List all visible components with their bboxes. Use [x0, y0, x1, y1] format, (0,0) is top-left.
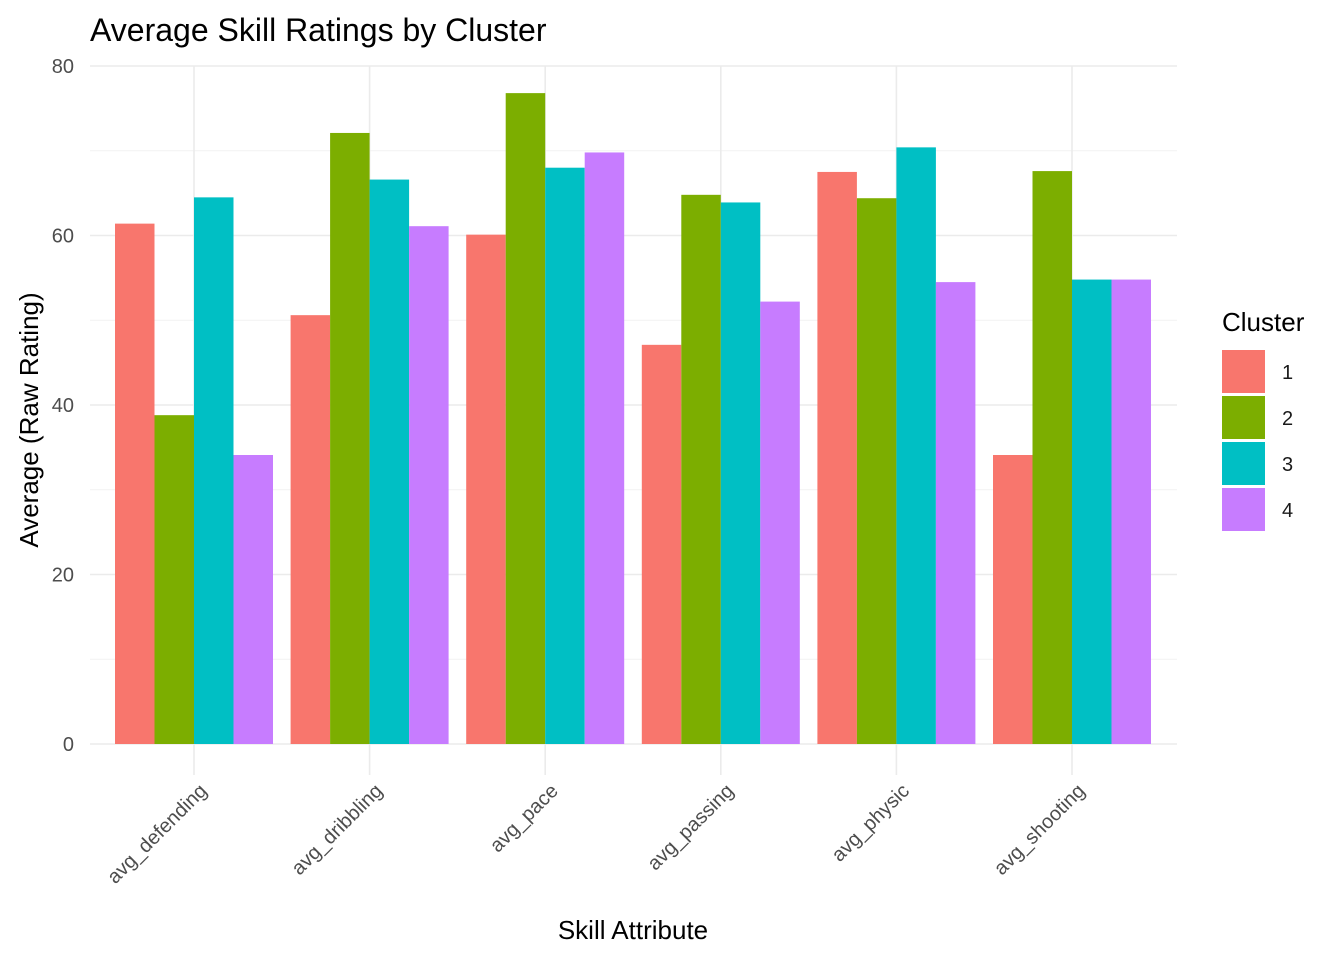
- bar-avg_passing-cluster-2: [681, 194, 721, 744]
- x-axis-title: Skill Attribute: [558, 915, 708, 945]
- legend-key-cluster-3: [1222, 442, 1265, 485]
- bar-avg_shooting-cluster-2: [1032, 171, 1072, 745]
- legend-key-cluster-4: [1222, 488, 1265, 531]
- legend-label-cluster-1: 1: [1282, 362, 1293, 384]
- bar-avg_dribbling-cluster-2: [330, 132, 370, 744]
- chart-title: Average Skill Ratings by Cluster: [90, 12, 547, 48]
- bars: [115, 93, 1151, 745]
- legend-key-cluster-2: [1222, 396, 1265, 439]
- legend-label-cluster-4: 4: [1282, 500, 1293, 522]
- bar-avg_physic-cluster-3: [896, 147, 936, 745]
- x-axis-ticks: avg_defending avg_dribbling avg_pace avg_pa…: [103, 780, 1089, 888]
- y-axis-ticks: 0 20 40 60 80: [52, 56, 74, 756]
- legend-key-cluster-1: [1222, 350, 1265, 393]
- y-tick-label: 20: [52, 565, 74, 587]
- x-tick-label: avg_defending: [103, 780, 211, 888]
- bar-avg_defending-cluster-3: [194, 197, 234, 745]
- bar-avg_shooting-cluster-4: [1111, 279, 1151, 744]
- x-tick-label: avg_passing: [643, 780, 738, 875]
- y-axis-title: Average (Raw Rating): [14, 292, 44, 547]
- bar-avg_pace-cluster-1: [466, 234, 506, 744]
- y-tick-label: 40: [52, 395, 74, 417]
- legend-label-cluster-3: 3: [1282, 454, 1293, 476]
- bar-avg_physic-cluster-1: [817, 171, 857, 744]
- bar-avg_passing-cluster-1: [641, 344, 682, 744]
- bar-avg_passing-cluster-3: [720, 202, 761, 744]
- legend-title: Cluster: [1222, 307, 1305, 337]
- x-tick-label: avg_physic: [828, 780, 914, 866]
- bar-avg_physic-cluster-2: [856, 198, 897, 744]
- y-tick-label: 0: [63, 734, 74, 756]
- x-tick-label: avg_pace: [486, 780, 563, 857]
- bar-avg_passing-cluster-4: [760, 301, 800, 744]
- legend-items: 1 2 3 4: [1222, 350, 1293, 531]
- bar-avg_defending-cluster-2: [154, 415, 194, 744]
- bar-avg_pace-cluster-2: [505, 93, 546, 745]
- bar-avg_pace-cluster-4: [584, 152, 625, 744]
- legend-label-cluster-2: 2: [1282, 408, 1293, 430]
- bar-avg_pace-cluster-3: [545, 167, 585, 744]
- legend: Cluster 1 2 3 4: [1222, 307, 1305, 531]
- y-tick-label: 80: [52, 56, 74, 78]
- bar-avg_shooting-cluster-3: [1072, 279, 1112, 744]
- bar-avg_dribbling-cluster-3: [369, 179, 410, 744]
- bar-avg_dribbling-cluster-1: [290, 315, 331, 744]
- x-tick-label: avg_shooting: [990, 780, 1090, 880]
- bar-avg_defending-cluster-1: [115, 223, 155, 744]
- bar-avg_physic-cluster-4: [935, 282, 976, 744]
- bar-avg_dribbling-cluster-4: [409, 226, 449, 744]
- y-tick-label: 60: [52, 226, 74, 248]
- bar-avg_defending-cluster-4: [233, 455, 273, 744]
- x-tick-label: avg_dribbling: [287, 780, 387, 880]
- bar-avg_shooting-cluster-1: [993, 455, 1033, 744]
